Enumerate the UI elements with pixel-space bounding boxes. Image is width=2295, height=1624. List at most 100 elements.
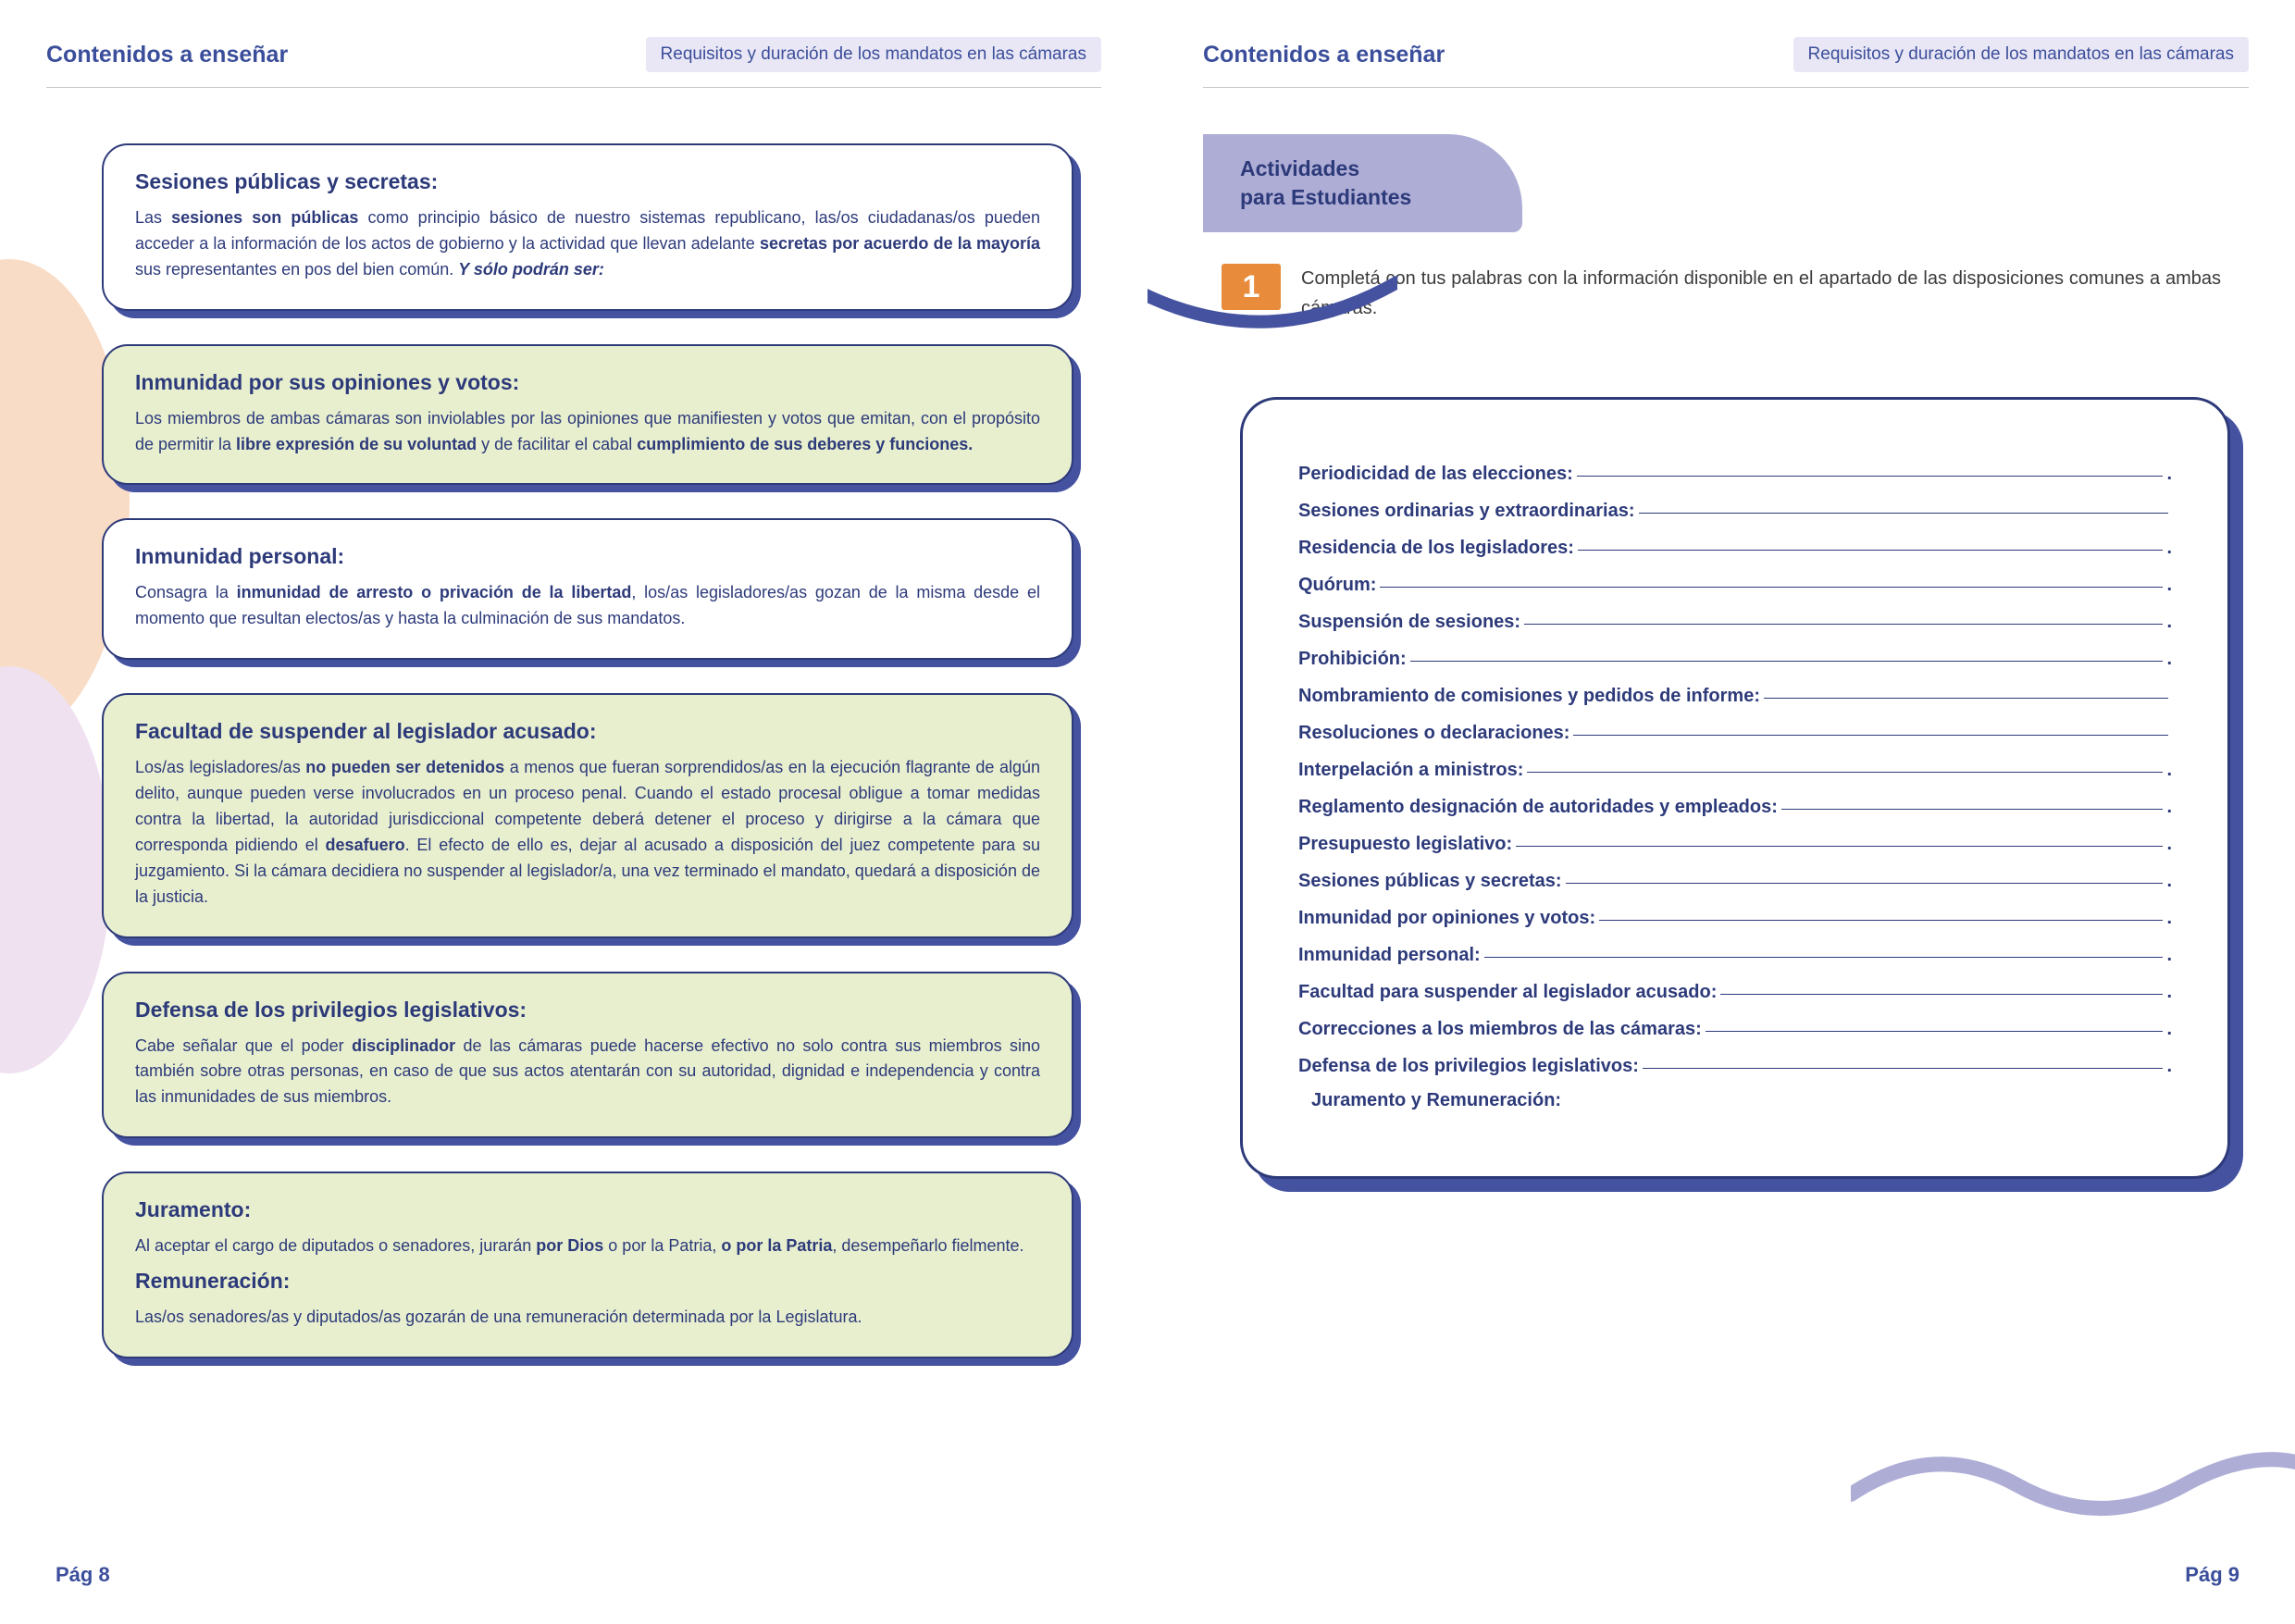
fill-label: Inmunidad por opiniones y votos: bbox=[1298, 899, 1595, 936]
header-title: Contenidos a enseñar bbox=[46, 42, 288, 68]
content-card: Facultad de suspender al legislador acus… bbox=[102, 693, 1073, 937]
fill-label: Reglamento designación de autoridades y … bbox=[1298, 788, 1778, 825]
card-title: Remuneración: bbox=[135, 1269, 1040, 1294]
card-wrap: Juramento: Al aceptar el cargo de diputad… bbox=[102, 1172, 1073, 1358]
content-card: Defensa de los privilegios legislativos:… bbox=[102, 972, 1073, 1139]
card-body: Las/os senadores/as y diputados/as gozar… bbox=[135, 1305, 1040, 1331]
fill-underline[interactable] bbox=[1484, 939, 2164, 958]
fill-label: Sesiones públicas y secretas: bbox=[1298, 862, 1562, 899]
card-wrap: Sesiones públicas y secretas: Las sesione… bbox=[102, 143, 1073, 311]
fill-box-wrap: Periodicidad de las elecciones: .Sesione… bbox=[1240, 397, 2230, 1179]
card-list: Sesiones públicas y secretas: Las sesione… bbox=[102, 143, 1073, 1358]
fill-end: . bbox=[2166, 751, 2172, 788]
header-title: Contenidos a enseñar bbox=[1203, 42, 1445, 68]
activities-line2: para Estudiantes bbox=[1240, 185, 1411, 209]
content-card: Inmunidad personal: Consagra la inmunidad… bbox=[102, 518, 1073, 660]
fill-label: Sesiones ordinarias y extraordinarias: bbox=[1298, 492, 1635, 529]
fill-line: Suspensión de sesiones: . bbox=[1298, 603, 2172, 640]
fill-end: . bbox=[2166, 825, 2172, 862]
card-body: Los/as legisladores/as no pueden ser det… bbox=[135, 755, 1040, 910]
fill-end: . bbox=[2166, 1010, 2172, 1048]
fill-line: Inmunidad por opiniones y votos: . bbox=[1298, 899, 2172, 936]
card-title: Inmunidad por sus opiniones y votos: bbox=[135, 370, 1040, 395]
header-left: Contenidos a enseñar Requisitos y duraci… bbox=[46, 37, 1101, 88]
fill-label: Prohibición: bbox=[1298, 640, 1407, 677]
header-tag: Requisitos y duración de los mandatos en… bbox=[1793, 37, 2249, 72]
fill-line: Defensa de los privilegios legislativos:… bbox=[1298, 1048, 2172, 1085]
fill-underline[interactable] bbox=[1527, 754, 2163, 773]
fill-line: Sesiones ordinarias y extraordinarias: bbox=[1298, 492, 2172, 529]
fill-label: Quórum: bbox=[1298, 566, 1376, 603]
fill-underline[interactable] bbox=[1410, 643, 2164, 662]
activities-header: Actividades para Estudiantes bbox=[1203, 134, 1522, 232]
fill-end: . bbox=[2166, 899, 2172, 936]
fill-label: Nombramiento de comisiones y pedidos de … bbox=[1298, 677, 1760, 714]
fill-underline[interactable] bbox=[1720, 976, 2163, 995]
card-title: Sesiones públicas y secretas: bbox=[135, 169, 1040, 194]
swoosh-icon bbox=[1148, 245, 1397, 356]
fill-end: . bbox=[2166, 862, 2172, 899]
fill-box: Periodicidad de las elecciones: .Sesione… bbox=[1240, 397, 2230, 1179]
fill-end: . bbox=[2166, 529, 2172, 566]
fill-line: Interpelación a ministros: . bbox=[1298, 751, 2172, 788]
fill-line: Residencia de los legisladores: . bbox=[1298, 529, 2172, 566]
fill-line: Periodicidad de las elecciones: . bbox=[1298, 455, 2172, 492]
card-body: Consagra la inmunidad de arresto o priva… bbox=[135, 580, 1040, 632]
activities-header-wrap: Actividades para Estudiantes bbox=[1203, 134, 2249, 232]
fill-underline[interactable] bbox=[1566, 865, 2164, 884]
card-title: Inmunidad personal: bbox=[135, 544, 1040, 569]
fill-underline[interactable] bbox=[1380, 569, 2163, 588]
fill-end: . bbox=[2166, 936, 2172, 973]
header-tag: Requisitos y duración de los mandatos en… bbox=[646, 37, 1101, 72]
decor-blob-lilac bbox=[0, 666, 111, 1073]
fill-underline[interactable] bbox=[1524, 606, 2163, 625]
fill-end: . bbox=[2166, 788, 2172, 825]
card-title: Defensa de los privilegios legislativos: bbox=[135, 998, 1040, 1023]
fill-line: Sesiones públicas y secretas: . bbox=[1298, 862, 2172, 899]
task-text: Completá con tus palabras con la informa… bbox=[1301, 264, 2249, 323]
card-wrap: Inmunidad personal: Consagra la inmunidad… bbox=[102, 518, 1073, 660]
fill-end: . bbox=[2166, 1048, 2172, 1085]
fill-underline[interactable] bbox=[1764, 680, 2168, 699]
fill-label: Facultad para suspender al legislador ac… bbox=[1298, 973, 1717, 1010]
fill-label: Suspensión de sesiones: bbox=[1298, 603, 1520, 640]
fill-line: Nombramiento de comisiones y pedidos de … bbox=[1298, 677, 2172, 714]
fill-end: . bbox=[2166, 566, 2172, 603]
card-body: Las sesiones son públicas como principio… bbox=[135, 205, 1040, 283]
fill-line: Presupuesto legislativo: . bbox=[1298, 825, 2172, 862]
fill-label: Periodicidad de las elecciones: bbox=[1298, 455, 1573, 492]
fill-line: Reglamento designación de autoridades y … bbox=[1298, 788, 2172, 825]
card-wrap: Defensa de los privilegios legislativos:… bbox=[102, 972, 1073, 1139]
fill-label: Correcciones a los miembros de las cámar… bbox=[1298, 1010, 1702, 1048]
fill-label: Defensa de los privilegios legislativos: bbox=[1298, 1048, 1639, 1085]
fill-underline[interactable] bbox=[1706, 1013, 2164, 1032]
card-title: Facultad de suspender al legislador acus… bbox=[135, 719, 1040, 744]
fill-end: . bbox=[2166, 973, 2172, 1010]
fill-line: Quórum: . bbox=[1298, 566, 2172, 603]
fill-underline[interactable] bbox=[1599, 902, 2163, 921]
fill-label: Presupuesto legislativo: bbox=[1298, 825, 1512, 862]
fill-underline[interactable] bbox=[1578, 532, 2164, 551]
fill-line: Inmunidad personal: . bbox=[1298, 936, 2172, 973]
fill-label: Resoluciones o declaraciones: bbox=[1298, 714, 1569, 751]
card-body: Al aceptar el cargo de diputados o senad… bbox=[135, 1233, 1040, 1259]
fill-end: . bbox=[2166, 455, 2172, 492]
card-body: Cabe señalar que el poder disciplinador … bbox=[135, 1034, 1040, 1111]
card-wrap: Facultad de suspender al legislador acus… bbox=[102, 693, 1073, 937]
fill-underline[interactable] bbox=[1577, 458, 2164, 477]
page-number-left: Pág 8 bbox=[56, 1563, 110, 1587]
fill-line: Prohibición: . bbox=[1298, 640, 2172, 677]
fill-line: Resoluciones o declaraciones: bbox=[1298, 714, 2172, 751]
fill-line: Correcciones a los miembros de las cámar… bbox=[1298, 1010, 2172, 1048]
card-title: Juramento: bbox=[135, 1197, 1040, 1222]
page-right: Contenidos a enseñar Requisitos y duraci… bbox=[1148, 0, 2295, 1624]
fill-label: Residencia de los legisladores: bbox=[1298, 529, 1574, 566]
fill-underline[interactable] bbox=[1516, 828, 2163, 847]
page-spread: Contenidos a enseñar Requisitos y duraci… bbox=[0, 0, 2295, 1624]
content-card: Sesiones públicas y secretas: Las sesione… bbox=[102, 143, 1073, 311]
fill-underline[interactable] bbox=[1639, 495, 2169, 514]
fill-underline[interactable] bbox=[1781, 791, 2164, 810]
fill-label: Interpelación a ministros: bbox=[1298, 751, 1523, 788]
fill-underline[interactable] bbox=[1643, 1050, 2164, 1069]
fill-underline[interactable] bbox=[1573, 717, 2168, 736]
